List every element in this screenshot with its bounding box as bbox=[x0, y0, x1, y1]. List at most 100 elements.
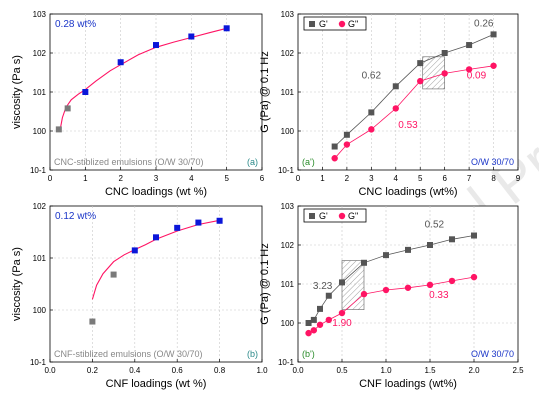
x-tick-label: 6 bbox=[442, 174, 447, 183]
legend-marker-circle bbox=[338, 20, 346, 28]
plot-frame bbox=[49, 205, 263, 363]
hatched-transition-region bbox=[422, 56, 446, 90]
data-point bbox=[64, 105, 71, 112]
y-tick-label: 102 bbox=[281, 49, 295, 58]
data-point bbox=[310, 327, 318, 334]
data-point bbox=[325, 292, 332, 299]
emulsion-note: CNF-stiblized emulsions (O/W 30/70) bbox=[54, 349, 203, 359]
panel-label: (a') bbox=[302, 157, 315, 167]
chart-panel-4: 0.0 0.5 1.0 1.5 2.0 2.5 10-1 100 101 102 103 CNF lo… bbox=[259, 202, 524, 390]
panel-label: (b) bbox=[247, 349, 258, 359]
slope-label: 1.90 bbox=[332, 318, 352, 329]
data-point bbox=[368, 109, 375, 116]
concentration-annotation: 0.28 wt% bbox=[55, 19, 96, 30]
slope-label: 0.53 bbox=[398, 120, 418, 131]
x-axis-label: CNF loadings (wt%) bbox=[359, 378, 457, 390]
data-point bbox=[392, 83, 399, 90]
x-tick-label: 1.0 bbox=[380, 366, 392, 375]
data-point bbox=[361, 259, 367, 266]
data-point bbox=[490, 31, 497, 38]
x-tick-label: 5 bbox=[224, 174, 229, 183]
panel-label: (a) bbox=[247, 157, 258, 167]
data-point bbox=[360, 290, 368, 298]
data-point bbox=[417, 60, 424, 67]
data-point bbox=[471, 232, 477, 239]
data-point bbox=[449, 236, 455, 243]
x-tick-label: 2 bbox=[118, 174, 123, 183]
x-tick-label: 0.5 bbox=[336, 366, 348, 375]
data-point bbox=[383, 252, 389, 259]
data-point bbox=[417, 77, 424, 85]
data-point bbox=[404, 284, 412, 291]
x-tick-label: 0 bbox=[48, 174, 53, 183]
x-tick-label: 0.8 bbox=[214, 366, 226, 375]
slope-label: 3.23 bbox=[313, 281, 333, 292]
data-point bbox=[188, 33, 195, 40]
series-line bbox=[334, 34, 494, 147]
emulsion-note: CNC-stiblized emulsions (O/W 30/70) bbox=[54, 157, 204, 167]
x-tick-label: 0.4 bbox=[129, 366, 141, 375]
y-tick-label: 101 bbox=[281, 280, 295, 289]
x-tick-label: 0.0 bbox=[44, 366, 56, 375]
chart-panel-3: 0.0 0.2 0.4 0.6 0.8 1.0 10-1 100 101 102 CNF loadi… bbox=[11, 202, 268, 390]
data-point bbox=[174, 224, 181, 231]
data-point bbox=[153, 42, 159, 49]
y-tick-label: 100 bbox=[33, 127, 47, 136]
data-point bbox=[441, 70, 448, 77]
y-tick-label: 102 bbox=[281, 241, 295, 250]
y-tick-label: 10-1 bbox=[30, 166, 47, 175]
x-tick-label: 3 bbox=[369, 174, 374, 183]
data-point bbox=[343, 141, 351, 148]
x-tick-label: 2.0 bbox=[468, 366, 480, 375]
data-point bbox=[89, 318, 96, 325]
slope-label: 0.09 bbox=[467, 71, 487, 82]
data-point bbox=[427, 242, 433, 248]
y-axis-label: viscosity (Pa s) bbox=[11, 55, 23, 129]
data-point bbox=[466, 42, 473, 49]
slope-label: 0.52 bbox=[425, 220, 445, 231]
series-line bbox=[334, 65, 494, 159]
y-axis-label: G (Pa) @ 0.1 Hz bbox=[259, 51, 271, 132]
y-tick-label: 101 bbox=[33, 88, 47, 97]
y-tick-label: 100 bbox=[281, 319, 295, 328]
data-point bbox=[426, 281, 434, 289]
x-axis-label: CNC loadings (wt %) bbox=[105, 186, 207, 198]
y-tick-label: 100 bbox=[33, 306, 47, 315]
hatched-transition-region bbox=[341, 260, 365, 310]
x-tick-label: 3 bbox=[154, 174, 159, 183]
data-point bbox=[317, 305, 323, 312]
data-point bbox=[405, 246, 411, 253]
chart-panel-2: 0 1 2 3 4 5 6 7 8 9 10-1 100 101 102 103 CNC loadings (… bbox=[259, 10, 521, 198]
y-tick-label: 103 bbox=[281, 202, 295, 211]
legend: G' G" bbox=[303, 16, 367, 31]
data-point bbox=[441, 50, 448, 56]
x-tick-label: 5 bbox=[418, 174, 423, 183]
data-point bbox=[117, 59, 124, 66]
data-point bbox=[331, 143, 338, 150]
data-point bbox=[305, 320, 312, 326]
x-tick-label: 1.0 bbox=[256, 366, 268, 375]
y-tick-label: 103 bbox=[33, 10, 47, 19]
y-tick-label: 102 bbox=[33, 49, 47, 58]
chart-panel-1: 0 1 2 3 4 5 6 10-1 100 101 102 103 CNC loadings (wt … bbox=[11, 10, 265, 198]
data-point bbox=[465, 66, 473, 73]
x-tick-label: 2 bbox=[345, 174, 350, 183]
x-tick-label: 0.6 bbox=[172, 366, 184, 375]
slope-label: 0.33 bbox=[429, 290, 449, 301]
data-point bbox=[223, 25, 230, 32]
y-tick-label: 100 bbox=[281, 127, 295, 136]
y-axis-label: viscosity (Pa s) bbox=[11, 247, 23, 321]
legend-box bbox=[303, 16, 367, 31]
x-tick-label: 4 bbox=[394, 174, 399, 183]
legend-marker-square bbox=[309, 21, 315, 27]
data-point bbox=[316, 321, 324, 328]
data-point bbox=[490, 62, 497, 69]
data-point bbox=[195, 219, 202, 226]
fit-curve bbox=[59, 27, 227, 132]
ratio-note: O/W 30/70 bbox=[471, 349, 514, 359]
x-tick-label: 6 bbox=[260, 174, 265, 183]
legend-label: G" bbox=[348, 211, 358, 221]
legend-marker-square bbox=[309, 213, 315, 219]
data-point bbox=[368, 126, 375, 133]
y-tick-label: 101 bbox=[33, 254, 47, 263]
